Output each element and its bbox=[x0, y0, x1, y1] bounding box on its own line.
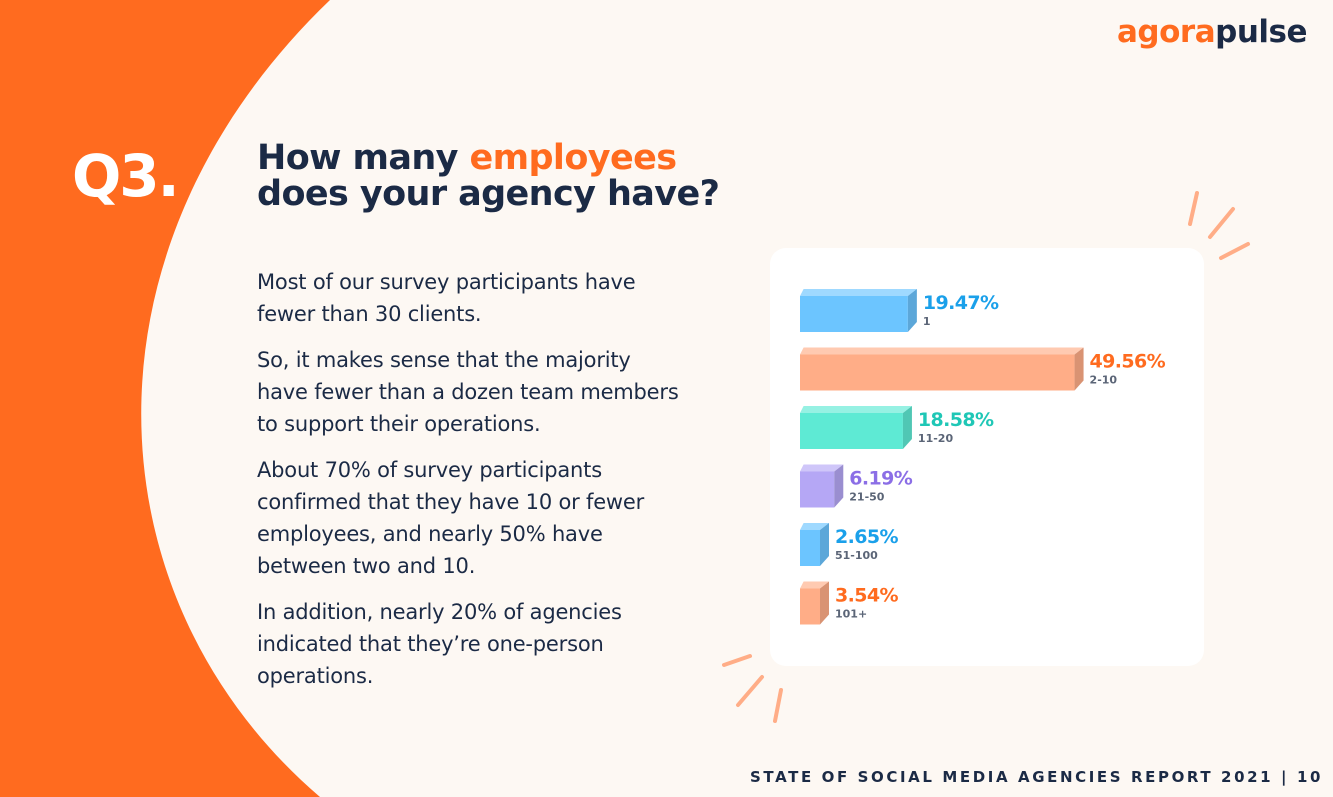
agorapulse-logo: agorapulse bbox=[1117, 14, 1307, 50]
category-label-21-50: 21-50 bbox=[849, 491, 885, 504]
bar-1: 19.47%1 bbox=[800, 289, 1000, 332]
value-label-1: 19.47% bbox=[923, 292, 999, 314]
value-label-51-100: 2.65% bbox=[835, 526, 898, 548]
bar-front-11-20 bbox=[800, 413, 903, 449]
footer-separator: | bbox=[1281, 768, 1290, 786]
category-label-11-20: 11-20 bbox=[918, 432, 954, 445]
title-highlight: employees bbox=[469, 138, 677, 178]
title-part-2: does your agency have? bbox=[257, 174, 720, 214]
value-label-101+: 3.54% bbox=[835, 585, 898, 607]
bar-front-51-100 bbox=[800, 530, 820, 566]
chart-card: 19.47% 1 49.56% 2-10 18.58% 11-20 6.19% 21-50 2.… bbox=[770, 248, 1204, 666]
employees-bar-chart: 19.47%1 49.56%2-10 18.58%11-20 6.19%21-50 2.… bbox=[800, 289, 1166, 625]
body-text: Most of our survey participants have few… bbox=[257, 266, 687, 706]
question-number: Q3. bbox=[72, 142, 180, 210]
footer-title: STATE OF SOCIAL MEDIA AGENCIES REPORT 20… bbox=[750, 768, 1274, 786]
bar-11-20: 18.58%11-20 bbox=[800, 406, 995, 449]
paragraph-1: Most of our survey participants have few… bbox=[257, 270, 636, 326]
bar-101+: 3.54%101+ bbox=[800, 581, 899, 625]
value-label-21-50: 6.19% bbox=[849, 468, 912, 490]
bar-front-1 bbox=[800, 296, 908, 332]
paragraph-2: So, it makes sense that the majority hav… bbox=[257, 348, 679, 436]
paragraph-4: In addition, nearly 20% of agencies indi… bbox=[257, 600, 622, 688]
bar-51-100: 2.65%51-100 bbox=[800, 523, 899, 566]
value-label-2-10: 49.56% bbox=[1090, 351, 1166, 373]
category-label-51-100: 51-100 bbox=[835, 549, 878, 562]
category-label-2-10: 2-10 bbox=[1090, 374, 1118, 387]
bar-21-50: 6.19%21-50 bbox=[800, 464, 913, 508]
page-number: 10 bbox=[1296, 768, 1324, 786]
bar-2-10: 49.56%2-10 bbox=[800, 347, 1166, 391]
bar-front-2-10 bbox=[800, 354, 1075, 391]
title-part-1: How many bbox=[257, 138, 470, 178]
paragraph-3: About 70% of survey participants confirm… bbox=[257, 458, 645, 578]
bar-front-101+ bbox=[800, 588, 820, 625]
category-label-1: 1 bbox=[923, 315, 931, 328]
bar-front-21-50 bbox=[800, 471, 835, 508]
page-title: How many employees does your agency have… bbox=[257, 140, 737, 212]
category-label-101+: 101+ bbox=[835, 608, 867, 621]
logo-part-agora: agora bbox=[1117, 14, 1216, 50]
value-label-11-20: 18.58% bbox=[918, 409, 994, 431]
logo-part-pulse: pulse bbox=[1215, 14, 1307, 50]
footer: STATE OF SOCIAL MEDIA AGENCIES REPORT 20… bbox=[750, 768, 1323, 786]
